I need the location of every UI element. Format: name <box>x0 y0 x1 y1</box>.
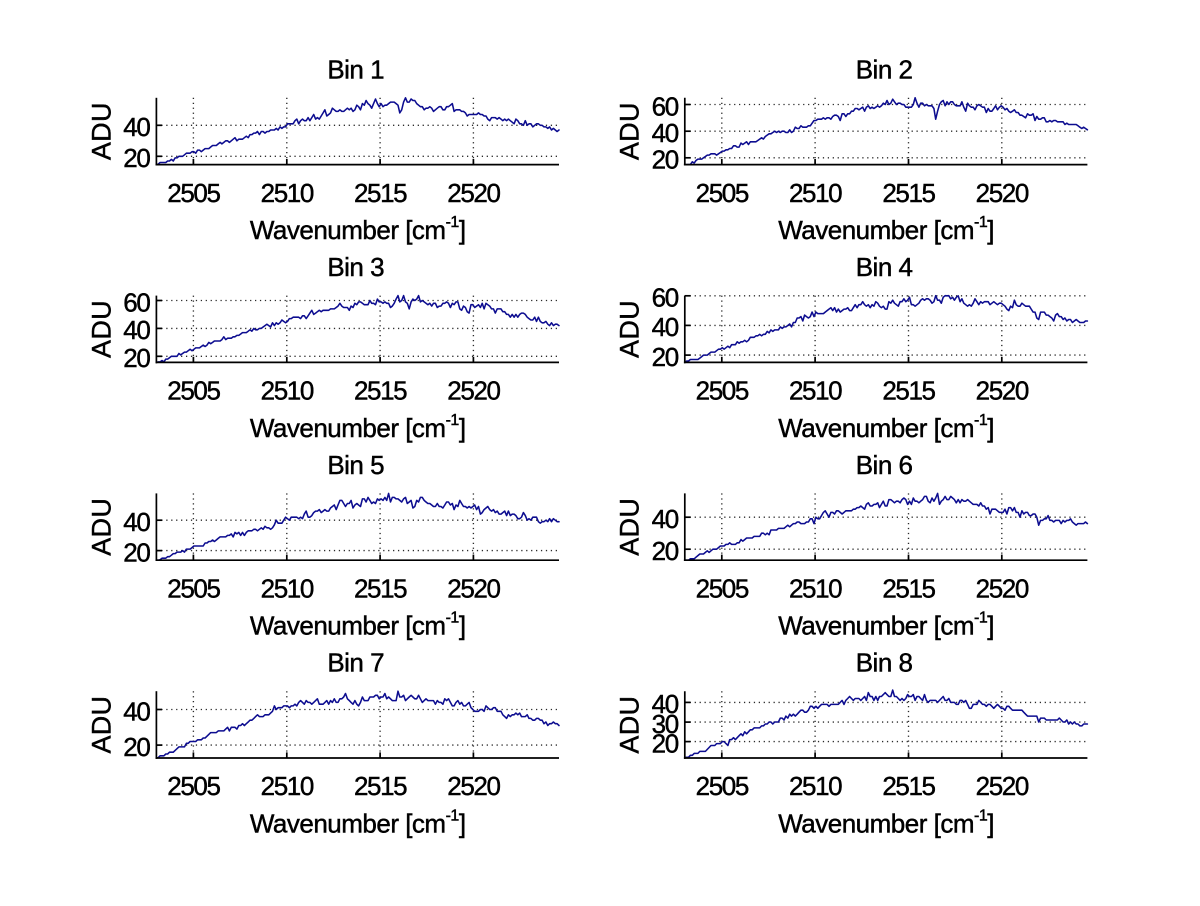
svg-text:2510: 2510 <box>789 376 842 406</box>
svg-text:ADU: ADU <box>86 498 116 556</box>
svg-text:ADU: ADU <box>615 300 645 358</box>
svg-text:Wavenumber [cm-1]: Wavenumber [cm-1] <box>778 610 994 641</box>
svg-text:Bin 4: Bin 4 <box>856 252 913 282</box>
svg-text:2520: 2520 <box>976 178 1029 208</box>
svg-text:2520: 2520 <box>976 771 1029 801</box>
svg-text:2510: 2510 <box>789 178 842 208</box>
svg-text:2520: 2520 <box>447 178 500 208</box>
svg-text:2505: 2505 <box>696 178 749 208</box>
svg-text:Wavenumber [cm-1]: Wavenumber [cm-1] <box>778 214 994 245</box>
svg-text:Bin 2: Bin 2 <box>856 54 913 84</box>
svg-text:60: 60 <box>652 91 679 121</box>
svg-text:40: 40 <box>123 507 150 537</box>
svg-text:2515: 2515 <box>882 376 935 406</box>
svg-text:Bin 8: Bin 8 <box>856 648 913 678</box>
svg-text:40: 40 <box>652 118 679 148</box>
svg-text:20: 20 <box>123 343 150 373</box>
svg-text:2520: 2520 <box>976 573 1029 603</box>
svg-text:2510: 2510 <box>261 376 314 406</box>
svg-text:2515: 2515 <box>354 771 407 801</box>
svg-text:2515: 2515 <box>354 376 407 406</box>
svg-text:Bin 7: Bin 7 <box>327 648 384 678</box>
svg-text:40: 40 <box>652 689 679 719</box>
svg-text:40: 40 <box>123 696 150 726</box>
svg-text:2520: 2520 <box>447 771 500 801</box>
svg-text:2515: 2515 <box>354 178 407 208</box>
svg-text:2505: 2505 <box>167 178 220 208</box>
svg-text:60: 60 <box>123 287 150 317</box>
svg-text:ADU: ADU <box>615 498 645 556</box>
svg-text:2510: 2510 <box>789 573 842 603</box>
svg-text:2510: 2510 <box>261 771 314 801</box>
svg-text:Wavenumber [cm-1]: Wavenumber [cm-1] <box>778 807 994 838</box>
svg-text:2505: 2505 <box>696 573 749 603</box>
svg-text:ADU: ADU <box>615 102 645 160</box>
svg-text:40: 40 <box>652 312 679 342</box>
svg-text:40: 40 <box>123 315 150 345</box>
svg-text:Bin 1: Bin 1 <box>327 54 384 84</box>
svg-text:40: 40 <box>123 112 150 142</box>
svg-text:30: 30 <box>652 709 679 739</box>
svg-text:2510: 2510 <box>261 178 314 208</box>
svg-text:2510: 2510 <box>789 771 842 801</box>
svg-text:2510: 2510 <box>261 573 314 603</box>
svg-text:2515: 2515 <box>882 573 935 603</box>
svg-text:20: 20 <box>652 728 679 758</box>
svg-text:2520: 2520 <box>447 376 500 406</box>
svg-text:Wavenumber [cm-1]: Wavenumber [cm-1] <box>250 412 466 443</box>
svg-text:ADU: ADU <box>615 696 645 754</box>
svg-text:2515: 2515 <box>882 178 935 208</box>
svg-text:Bin 6: Bin 6 <box>856 450 913 480</box>
svg-text:ADU: ADU <box>86 696 116 754</box>
svg-text:20: 20 <box>652 342 679 372</box>
svg-text:Bin 5: Bin 5 <box>327 450 384 480</box>
svg-text:2505: 2505 <box>167 376 220 406</box>
svg-text:60: 60 <box>652 283 679 313</box>
svg-text:2505: 2505 <box>696 376 749 406</box>
svg-text:20: 20 <box>123 537 150 567</box>
svg-text:ADU: ADU <box>86 102 116 160</box>
svg-text:2505: 2505 <box>167 573 220 603</box>
svg-text:40: 40 <box>652 504 679 534</box>
svg-text:Wavenumber [cm-1]: Wavenumber [cm-1] <box>250 807 466 838</box>
svg-text:20: 20 <box>652 536 679 566</box>
svg-text:2520: 2520 <box>976 376 1029 406</box>
svg-text:2505: 2505 <box>696 771 749 801</box>
svg-text:2515: 2515 <box>354 573 407 603</box>
svg-text:2515: 2515 <box>882 771 935 801</box>
svg-text:2505: 2505 <box>167 771 220 801</box>
svg-text:20: 20 <box>652 145 679 175</box>
svg-text:Wavenumber [cm-1]: Wavenumber [cm-1] <box>250 214 466 245</box>
svg-text:2520: 2520 <box>447 573 500 603</box>
svg-text:Wavenumber [cm-1]: Wavenumber [cm-1] <box>778 412 994 443</box>
svg-text:ADU: ADU <box>86 300 116 358</box>
svg-text:Wavenumber [cm-1]: Wavenumber [cm-1] <box>250 610 466 641</box>
svg-text:20: 20 <box>123 143 150 173</box>
svg-text:20: 20 <box>123 732 150 762</box>
svg-text:Bin 3: Bin 3 <box>327 252 384 282</box>
